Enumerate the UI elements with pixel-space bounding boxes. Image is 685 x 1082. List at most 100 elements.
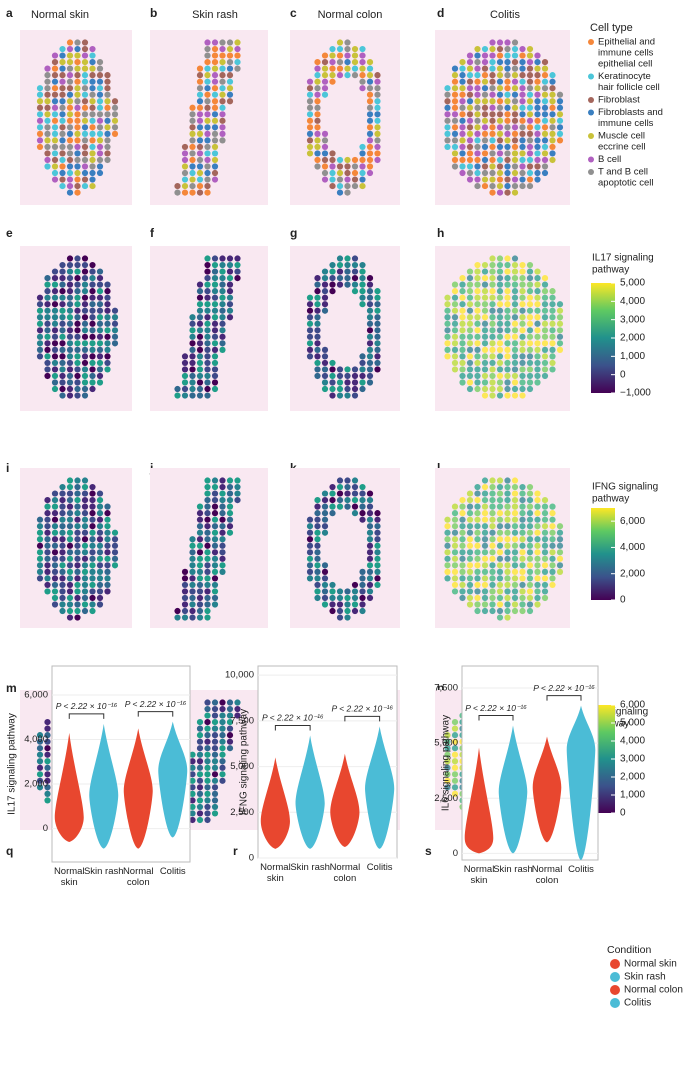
spot — [44, 281, 51, 288]
spot — [519, 555, 526, 562]
spot — [211, 314, 219, 321]
spot — [489, 542, 496, 549]
spot — [321, 594, 329, 602]
spot — [89, 261, 96, 269]
spot — [314, 163, 321, 170]
spot — [211, 268, 219, 275]
spot — [459, 314, 466, 321]
spot — [526, 98, 534, 105]
spot — [504, 575, 511, 582]
spot — [314, 536, 321, 543]
spot — [59, 490, 66, 497]
spot — [204, 385, 211, 393]
y-tick-label: 7,500 — [434, 683, 458, 694]
spot — [534, 320, 541, 327]
spot — [314, 65, 321, 72]
spot — [189, 124, 196, 131]
spot — [59, 333, 66, 340]
spot — [549, 143, 556, 151]
spot — [481, 568, 489, 575]
spot — [366, 320, 374, 327]
spot — [541, 104, 549, 111]
spot — [489, 117, 496, 124]
spot — [321, 523, 329, 530]
spot — [104, 314, 111, 321]
spot — [481, 490, 489, 497]
spot — [44, 372, 51, 380]
spot — [504, 143, 511, 151]
spot — [204, 130, 211, 137]
spot — [59, 111, 66, 118]
spot — [444, 327, 451, 334]
x-tick-label: Skin rash — [83, 866, 124, 877]
spot — [489, 307, 496, 314]
spot — [526, 359, 534, 367]
spot — [81, 333, 89, 340]
y-tick-label: 6,000 — [24, 689, 48, 700]
spot — [511, 575, 519, 582]
spot — [519, 523, 526, 530]
spot — [481, 575, 489, 582]
spot — [541, 130, 549, 137]
spot — [366, 516, 374, 523]
spot — [496, 78, 504, 85]
spot — [89, 72, 96, 79]
spot — [204, 816, 211, 824]
spot — [444, 130, 451, 137]
spot — [504, 65, 511, 72]
spot — [96, 104, 104, 111]
spot — [104, 549, 111, 556]
spot — [81, 483, 89, 491]
spot — [549, 150, 556, 157]
spot — [104, 327, 111, 334]
colorbar — [591, 508, 615, 600]
spot — [534, 314, 541, 321]
spot — [59, 503, 66, 510]
spot — [66, 314, 74, 321]
spot — [196, 751, 204, 758]
spot — [196, 379, 204, 386]
spot — [211, 333, 219, 340]
spot — [336, 594, 344, 602]
spot — [66, 568, 74, 575]
spot — [549, 320, 556, 327]
spot — [459, 307, 466, 314]
spot — [44, 340, 51, 347]
spot — [444, 143, 451, 151]
spot — [74, 104, 81, 111]
spot — [474, 268, 481, 275]
spot — [44, 72, 51, 79]
spot — [36, 320, 44, 327]
spot — [359, 294, 366, 301]
spot — [104, 143, 111, 151]
spot — [526, 353, 534, 360]
spot — [451, 163, 459, 170]
spot — [219, 117, 226, 124]
spot — [541, 359, 549, 367]
spot — [44, 771, 51, 778]
spot — [189, 568, 196, 575]
spot — [526, 594, 534, 602]
spot — [66, 117, 74, 124]
spot — [549, 536, 556, 543]
spot — [511, 59, 519, 66]
spot — [321, 366, 329, 373]
spot — [511, 366, 519, 373]
spot — [234, 275, 241, 282]
spot — [321, 510, 329, 517]
spot — [504, 52, 511, 59]
spot — [474, 261, 481, 269]
spot — [189, 562, 196, 569]
spot — [81, 516, 89, 523]
spot — [489, 327, 496, 334]
spot — [459, 78, 466, 85]
spot — [344, 39, 351, 46]
p-value: P < 2.22 × 10⁻¹⁶ — [465, 703, 527, 713]
spot — [104, 581, 111, 589]
colorbar-tick-label: 2,000 — [620, 333, 645, 344]
spot — [226, 497, 234, 504]
spot — [59, 85, 66, 92]
spot — [459, 588, 466, 595]
spot — [374, 314, 381, 321]
spot — [96, 85, 104, 92]
